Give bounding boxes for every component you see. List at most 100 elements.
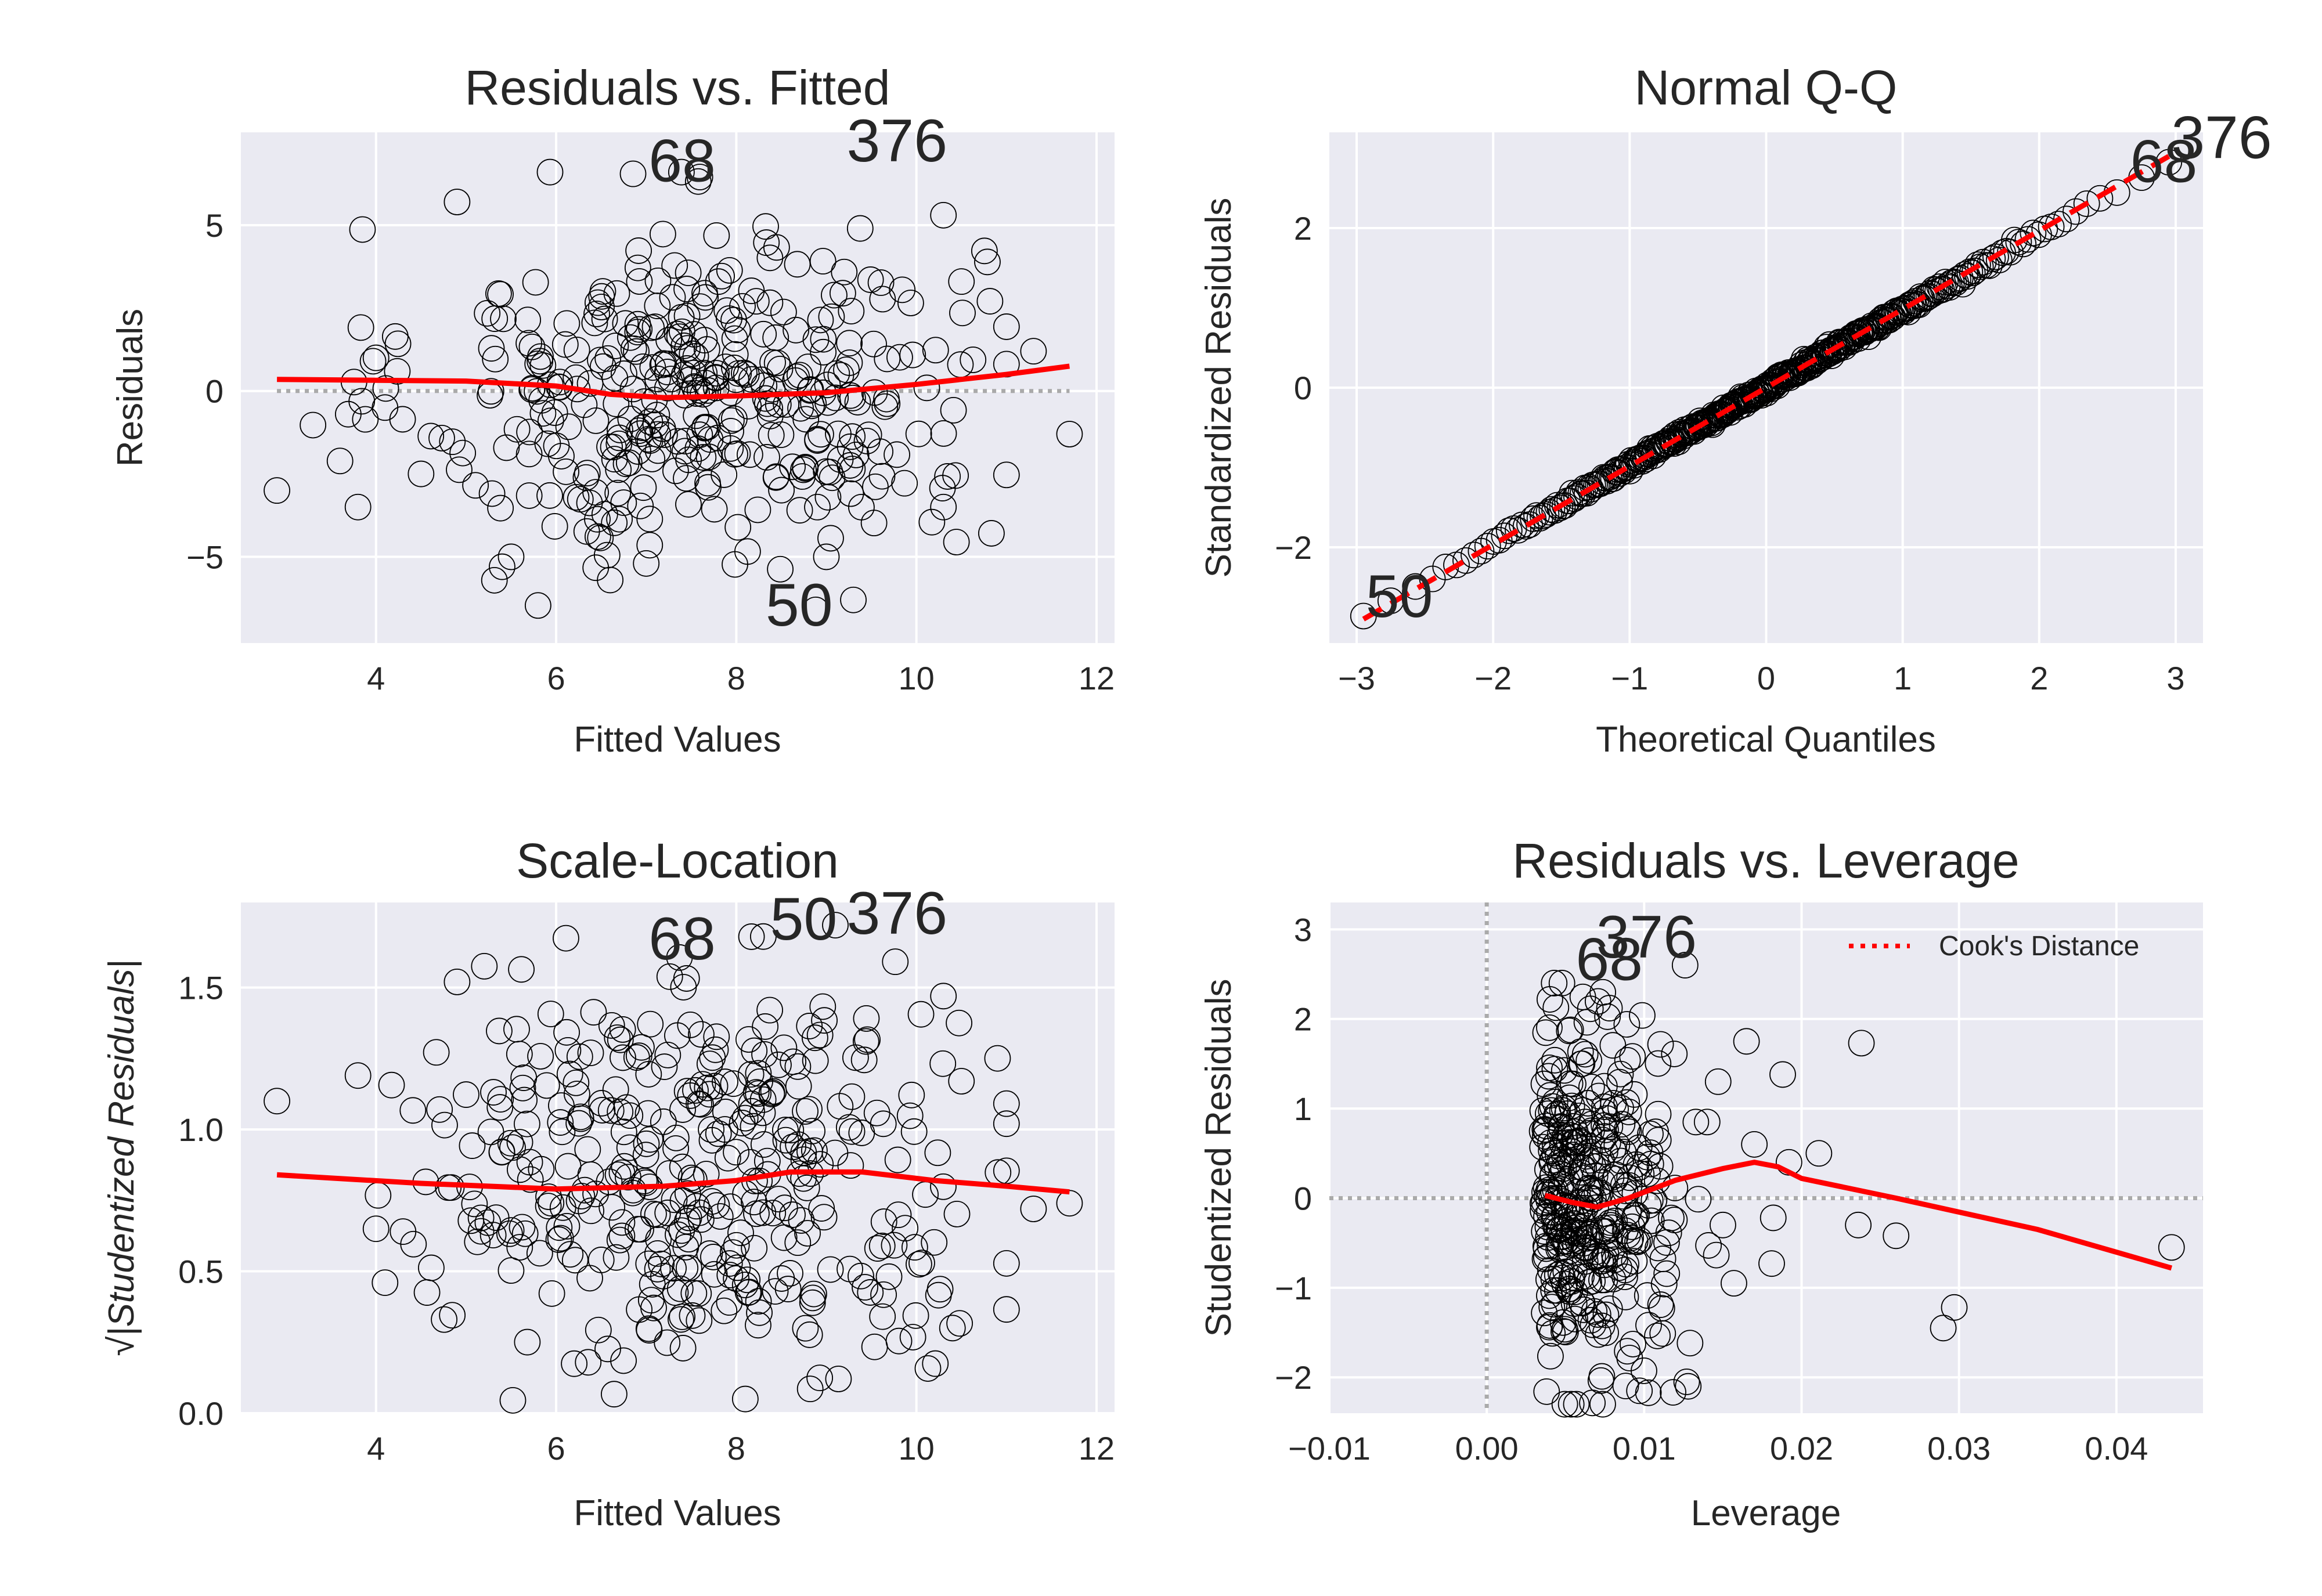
data-point — [1532, 1233, 1559, 1260]
scatter-points — [1350, 149, 2183, 630]
data-point — [506, 1234, 533, 1261]
data-point — [745, 1288, 772, 1315]
data-point — [625, 417, 652, 445]
data-point — [792, 1315, 819, 1342]
data-point — [777, 1117, 805, 1144]
data-point — [1537, 1233, 1564, 1259]
data-point — [1557, 1391, 1585, 1418]
data-point — [563, 483, 590, 511]
data-point — [567, 486, 594, 513]
data-point — [481, 305, 509, 332]
data-point — [786, 497, 813, 524]
data-point — [1541, 970, 1568, 996]
data-point — [439, 428, 466, 456]
data-point — [594, 1335, 621, 1363]
data-point — [1551, 1316, 1578, 1343]
data-point — [399, 1097, 427, 1124]
data-point — [487, 494, 514, 522]
data-point — [1576, 1147, 1603, 1174]
data-point — [608, 1209, 636, 1236]
grid-lines — [1328, 902, 2203, 1413]
data-point — [753, 444, 780, 471]
data-point — [765, 1186, 792, 1212]
data-point — [784, 1229, 812, 1256]
data-point — [799, 1289, 826, 1316]
data-point — [537, 407, 564, 435]
data-point — [1516, 511, 1543, 538]
data-point — [537, 1001, 564, 1027]
data-point — [822, 912, 849, 939]
data-point — [677, 1011, 704, 1038]
data-point — [1551, 1057, 1578, 1084]
data-point — [264, 477, 290, 504]
data-point — [687, 293, 714, 320]
data-point — [1598, 1164, 1625, 1191]
data-point — [683, 402, 710, 429]
data-point — [535, 1193, 562, 1220]
data-point — [527, 1043, 554, 1070]
data-point — [767, 555, 794, 583]
data-point — [1461, 541, 1487, 569]
data-point — [1635, 1312, 1662, 1339]
data-point — [1535, 1063, 1562, 1090]
data-point — [1546, 1234, 1574, 1261]
data-point — [993, 461, 1020, 489]
data-point — [793, 1174, 820, 1201]
data-point — [610, 1118, 637, 1146]
data-point — [446, 456, 473, 483]
data-point — [711, 1297, 738, 1324]
data-point — [1402, 573, 1429, 600]
data-point — [1614, 1338, 1641, 1365]
data-point — [756, 402, 784, 429]
data-point — [642, 411, 669, 438]
data-point — [526, 1240, 553, 1267]
data-point — [503, 1016, 530, 1043]
x-tick-label: 8 — [727, 660, 745, 696]
data-point — [731, 359, 758, 387]
y-axis-label: √|Studentized Residuals| — [102, 959, 142, 1356]
data-point — [431, 1306, 457, 1333]
data-point — [1637, 1120, 1664, 1147]
data-point — [1590, 464, 1617, 491]
data-point — [745, 1080, 772, 1107]
data-point — [896, 1102, 924, 1129]
data-point — [1616, 1164, 1643, 1191]
data-point — [1538, 1294, 1566, 1321]
data-point — [772, 1117, 799, 1143]
data-point — [513, 1110, 540, 1138]
data-point — [976, 288, 1004, 315]
data-point — [593, 541, 621, 569]
data-point — [706, 1203, 734, 1230]
data-point — [884, 1146, 911, 1173]
smooth-line — [276, 1169, 1070, 1195]
data-point — [924, 1139, 951, 1167]
data-point — [914, 1355, 942, 1382]
data-point — [758, 1079, 785, 1106]
data-point — [633, 550, 660, 577]
data-point — [853, 428, 881, 454]
data-point — [471, 952, 498, 980]
data-point — [1561, 1124, 1588, 1150]
data-point — [802, 326, 830, 353]
data-point — [716, 1250, 743, 1277]
data-point — [1560, 1257, 1588, 1284]
data-point — [459, 1132, 486, 1159]
data-point — [1661, 1041, 1688, 1067]
data-point — [1539, 1093, 1566, 1120]
data-point — [784, 1053, 812, 1080]
data-point — [779, 453, 806, 481]
data-point — [811, 1007, 838, 1034]
data-point — [1930, 1315, 1957, 1342]
data-point — [745, 1060, 772, 1087]
data-point — [300, 411, 327, 439]
data-point — [1645, 1050, 1672, 1077]
data-point — [686, 421, 713, 448]
data-point — [675, 446, 702, 474]
data-point — [2014, 226, 2042, 253]
data-point — [719, 1239, 747, 1266]
y-tick-label: 2 — [1294, 1001, 1312, 1038]
data-point — [842, 1044, 869, 1071]
data-point — [2158, 1234, 2185, 1261]
